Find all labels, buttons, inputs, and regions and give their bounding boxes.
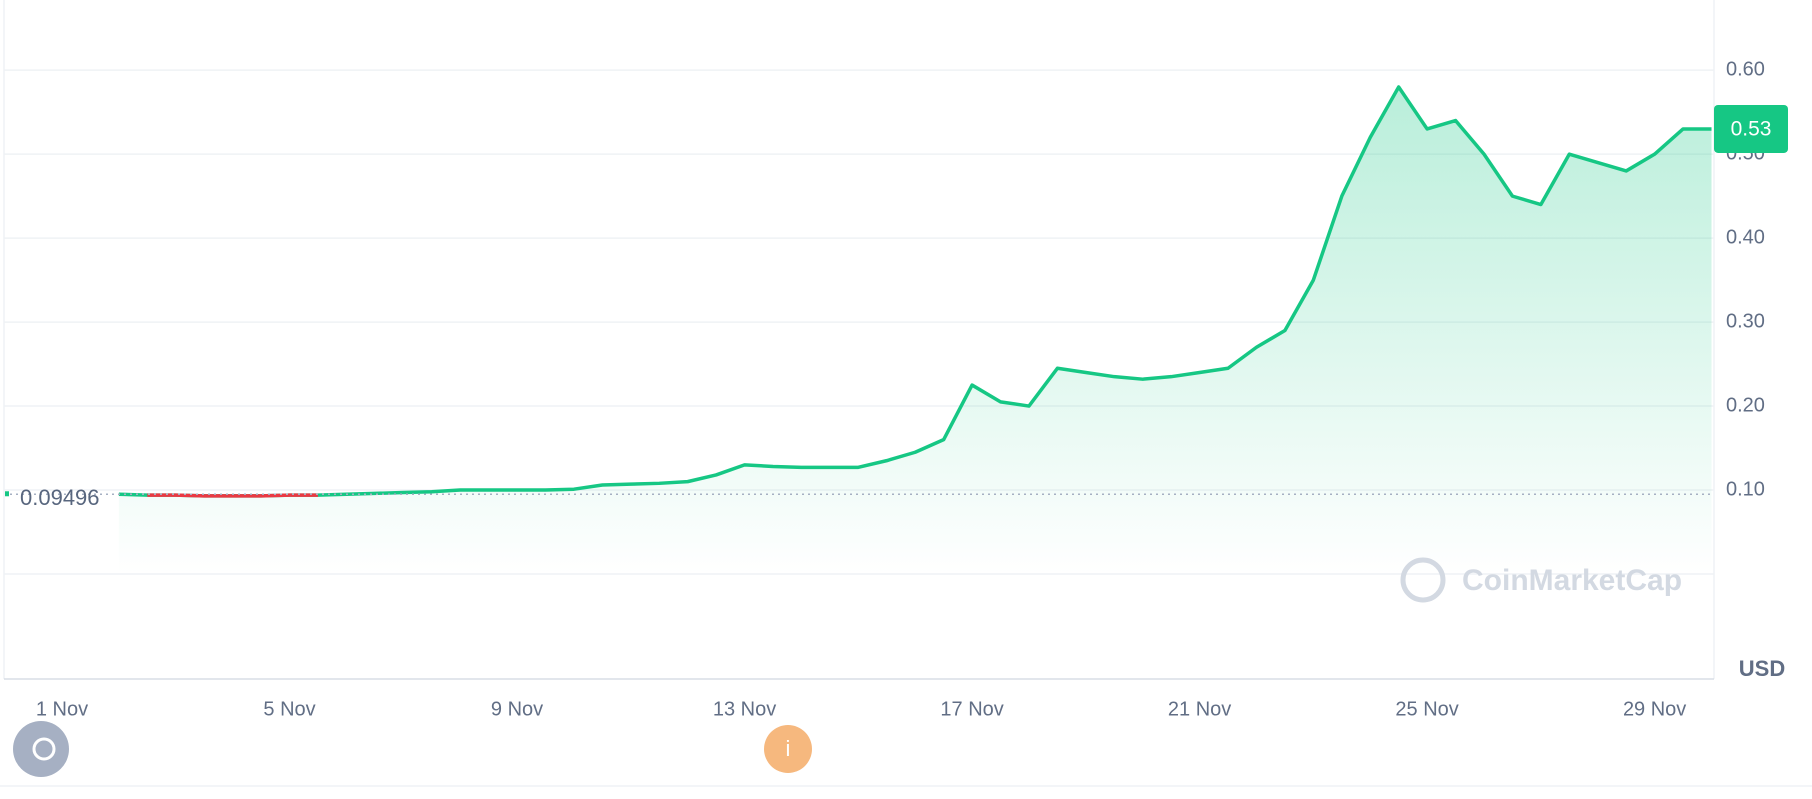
price-line	[118, 85, 1712, 498]
baseline-label: 0.09496	[20, 485, 100, 510]
y-tick-label: 0.10	[1726, 478, 1765, 500]
x-tick-label: 1 Nov	[36, 698, 88, 720]
x-tick-label: 21 Nov	[1168, 698, 1231, 720]
x-tick-label: 25 Nov	[1395, 698, 1458, 720]
x-tick-label: 17 Nov	[940, 698, 1003, 720]
price-line-down	[147, 493, 318, 498]
current-price-badge	[1714, 104, 1788, 153]
y-tick-label: 0.60	[1726, 58, 1765, 80]
plot-area	[4, 69, 1714, 575]
baseline-marker	[5, 491, 9, 497]
y-tick-label: 0.30	[1726, 310, 1765, 332]
info-button[interactable]	[764, 725, 812, 773]
current-price-label: 0.53	[1731, 118, 1772, 141]
x-tick-label: 13 Nov	[713, 698, 776, 720]
y-tick-label: 0.40	[1726, 226, 1765, 248]
watermark-logo	[1400, 557, 1446, 603]
x-tick-label: 5 Nov	[263, 698, 315, 720]
unit-label: USD	[1739, 656, 1785, 681]
area-fill	[118, 86, 1712, 575]
info-icon: i	[786, 736, 791, 761]
x-tick-label: 9 Nov	[491, 698, 543, 720]
history-button[interactable]	[13, 721, 69, 777]
x-tick-label: 29 Nov	[1623, 698, 1686, 720]
history-icon	[32, 737, 56, 761]
watermark: CoinMarketCap	[1462, 564, 1682, 597]
y-tick-label: 0.20	[1726, 394, 1765, 416]
